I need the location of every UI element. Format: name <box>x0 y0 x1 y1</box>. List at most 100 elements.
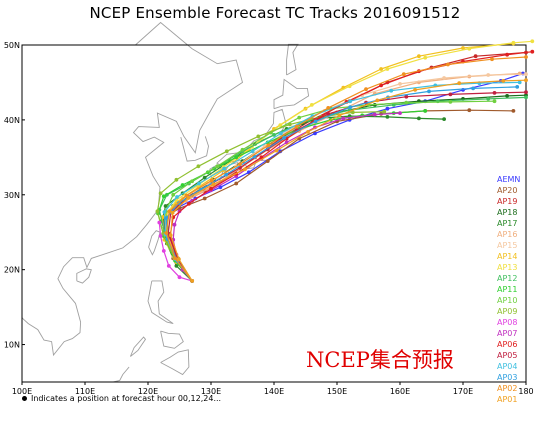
land-luzon <box>147 280 174 325</box>
legend-item-ap07: AP07 <box>497 329 518 338</box>
legend-item-ap19: AP19 <box>497 197 518 206</box>
lat-tick-label: 20N <box>4 266 20 275</box>
track-point <box>492 99 497 104</box>
track-point <box>473 54 478 59</box>
lon-tick-label: 160E <box>390 387 410 396</box>
track-point <box>177 257 181 262</box>
track-point <box>511 40 516 45</box>
lat-tick-label: 10N <box>4 341 20 350</box>
lon-tick-label: 150E <box>327 387 347 396</box>
track-point <box>442 76 446 80</box>
map-title: NCEP Ensemble Forecast TC Tracks 2016091… <box>89 4 461 22</box>
track-point <box>243 167 247 172</box>
track-point <box>259 155 264 160</box>
track-point <box>385 106 390 111</box>
legend-item-ap09: AP09 <box>497 307 518 316</box>
legend-item-ap17: AP17 <box>497 219 518 228</box>
track-point <box>530 39 535 44</box>
land-outlines <box>21 21 310 383</box>
track-point <box>486 97 491 101</box>
track-point <box>274 148 279 153</box>
legend-item-ap06: AP06 <box>497 340 518 349</box>
track-point <box>404 100 409 105</box>
legend-item-ap04: AP04 <box>497 362 518 371</box>
track-point <box>423 109 428 113</box>
track-point <box>313 119 318 124</box>
lon-tick-label: 140E <box>264 387 284 396</box>
legend-item-ap20: AP20 <box>497 186 518 195</box>
track-point <box>215 164 220 169</box>
track-point <box>190 179 195 184</box>
legend-item-ap15: AP15 <box>497 241 518 250</box>
land-mindanao <box>160 349 190 376</box>
legend-item-ap10: AP10 <box>497 296 518 305</box>
track-point <box>309 103 314 107</box>
track-point <box>224 172 229 177</box>
footnote: Indicates a position at forecast hour 00… <box>22 394 221 403</box>
track-point <box>196 164 201 169</box>
track-point <box>177 275 182 280</box>
track-point <box>278 123 283 127</box>
track-point <box>461 46 465 50</box>
track-line <box>161 42 514 282</box>
track-point <box>266 143 271 148</box>
track-point <box>423 55 428 60</box>
track-point <box>326 112 331 116</box>
track-point <box>471 86 475 91</box>
track-point <box>417 116 421 121</box>
lon-tick-label: 180 <box>518 387 533 396</box>
legend-item-ap11: AP11 <box>497 285 518 294</box>
track-point <box>375 98 380 103</box>
track-point <box>161 194 166 199</box>
legend-item-ap03: AP03 <box>497 373 518 382</box>
track-ap10 <box>163 99 497 283</box>
track-point <box>364 87 368 92</box>
track-point <box>530 49 535 54</box>
legend-item-ap12: AP12 <box>497 274 518 283</box>
track-ap01 <box>168 78 528 283</box>
land-sakhalin <box>286 43 299 76</box>
track-point <box>492 91 497 95</box>
lon-tick-label: 130E <box>201 387 221 396</box>
track-line <box>163 109 514 282</box>
track-point <box>404 94 409 99</box>
track-point <box>250 149 255 154</box>
track-point <box>511 109 516 113</box>
track-point <box>486 73 491 77</box>
track-point <box>202 196 207 201</box>
track-point <box>524 90 528 95</box>
track-point <box>524 95 528 100</box>
track-point <box>238 162 242 167</box>
lon-tick-label: 100E <box>12 387 32 396</box>
lat-tick-label: 50N <box>4 41 20 50</box>
track-point <box>348 99 353 104</box>
lat-tick-label: 40N <box>4 116 20 125</box>
track-point <box>222 166 227 171</box>
track-point <box>240 147 245 152</box>
track-point <box>379 83 383 88</box>
track-point <box>172 222 177 227</box>
track-point <box>174 177 179 182</box>
track-point <box>524 78 528 83</box>
forecast-tracks <box>155 39 535 283</box>
track-point <box>166 264 171 268</box>
land-palawan <box>129 336 147 357</box>
track-point <box>157 220 162 225</box>
track-point <box>448 92 453 97</box>
track-point <box>171 192 176 197</box>
legend-item-ap18: AP18 <box>497 208 518 217</box>
legend-item-ap02: AP02 <box>497 384 518 393</box>
land-borneo <box>107 366 130 383</box>
track-point <box>467 108 472 113</box>
track-point <box>350 110 355 115</box>
track-point <box>197 181 201 186</box>
track-point <box>265 159 270 164</box>
track-point <box>167 209 172 214</box>
track-point <box>382 109 387 114</box>
track-point <box>347 84 352 89</box>
track-point <box>209 178 214 183</box>
track-point <box>209 186 213 191</box>
land-taiwan <box>148 230 161 256</box>
legend-item-ap14: AP14 <box>497 252 518 261</box>
